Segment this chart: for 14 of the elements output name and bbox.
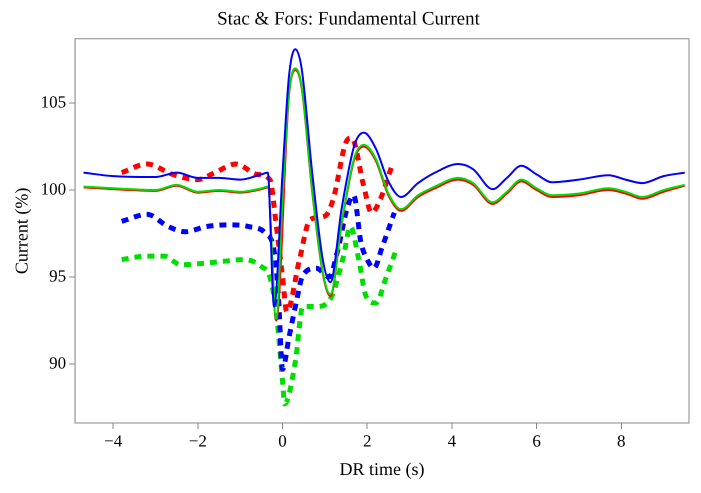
- x-tick-label: 8: [617, 432, 626, 451]
- x-tick-label: 4: [448, 432, 457, 451]
- y-tick-label: 105: [40, 92, 66, 112]
- x-tick-label: 0: [278, 432, 287, 451]
- y-axis-title: Current (%): [12, 188, 32, 274]
- x-axis-title: DR time (s): [340, 458, 425, 479]
- y-tick-label: 95: [49, 266, 66, 286]
- y-tick-label: 100: [40, 180, 66, 199]
- x-tick-label: −2: [188, 432, 207, 451]
- y-tick-label: 90: [49, 353, 66, 372]
- x-tick-label: 6: [532, 432, 541, 451]
- x-tick-label: 2: [362, 432, 372, 451]
- chart-title: Stac & Fors: Fundamental Current: [217, 8, 481, 30]
- x-tick-label: −4: [104, 432, 123, 451]
